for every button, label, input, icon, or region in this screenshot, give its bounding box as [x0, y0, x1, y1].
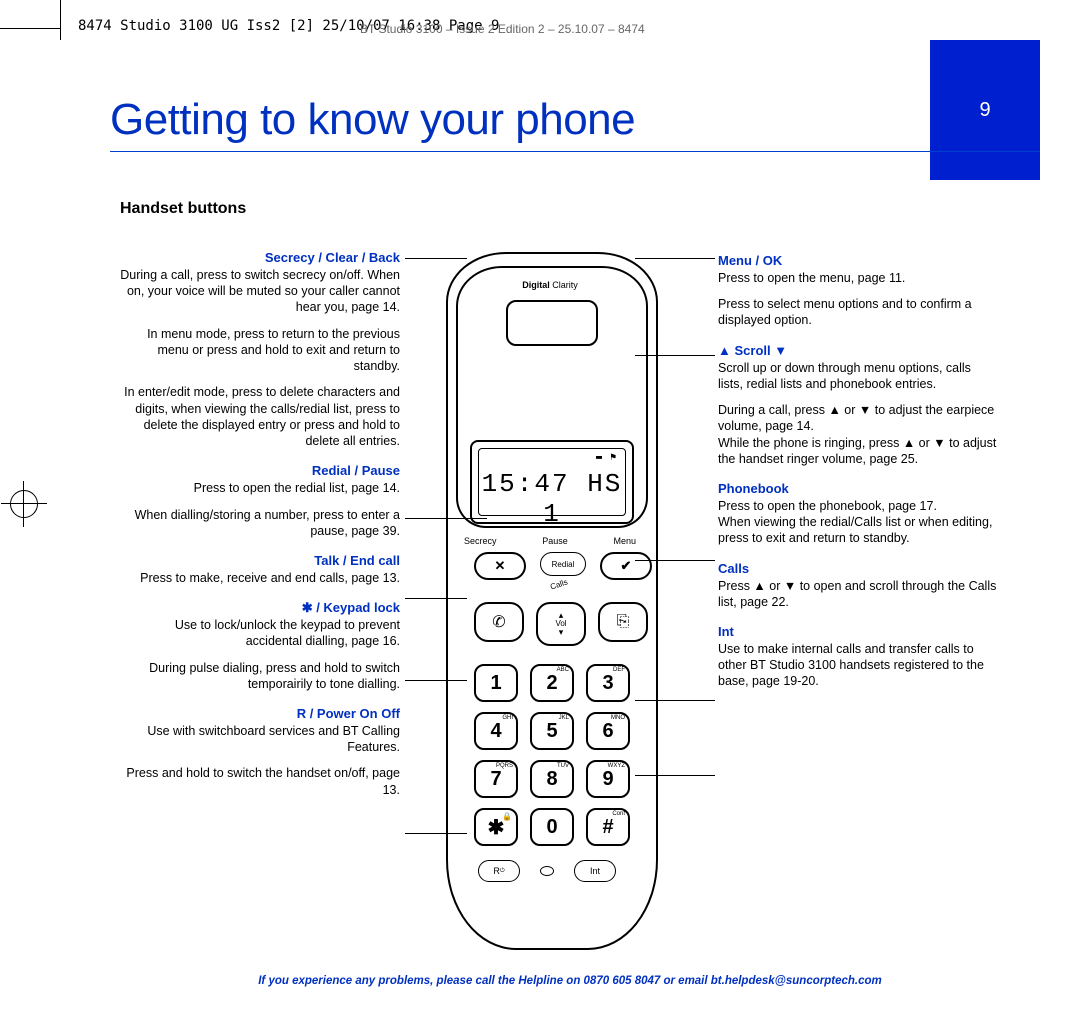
talk-heading: Talk / End call [314, 553, 400, 568]
scroll-text-1: Scroll up or down through menu options, … [718, 361, 971, 391]
phonebook-heading: Phonebook [718, 481, 789, 496]
int-heading: Int [718, 624, 734, 639]
menu-heading: Menu / OK [718, 253, 782, 268]
phonebook-text-2: When viewing the redial/Calls list or wh… [718, 515, 992, 545]
footer-helpline: If you experience any problems, please c… [120, 975, 1020, 987]
screen: ▬ ⚑ 15:47 HS 1 [470, 440, 634, 524]
soft-label-right: Menu [613, 536, 636, 546]
right-column: Menu / OK Press to open the menu, page 1… [718, 253, 998, 704]
keypad-text-2: During pulse dialing, press and hold to … [149, 661, 400, 691]
redial-text-1: Press to open the redial list, page 14. [194, 481, 400, 495]
key-hash[interactable]: #Conf [586, 808, 630, 846]
left-column: Secrecy / Clear / Back During a call, pr… [120, 250, 400, 812]
int-text-1: Use to make internal calls and transfer … [718, 642, 984, 689]
calls-heading: Calls [718, 561, 749, 576]
scroll-text-3: While the phone is ringing, press ▲ or ▼… [718, 436, 996, 466]
menu-text-2: Press to select menu options and to conf… [718, 297, 972, 327]
page-title: Getting to know your phone [110, 95, 635, 145]
keypad-heading: ✱ / Keypad lock [302, 600, 400, 615]
calls-text-1: Press ▲ or ▼ to open and scroll through … [718, 579, 996, 609]
print-header-2: BT Studio 3100 – Issue 2 Edition 2 – 25.… [360, 22, 645, 36]
key-3[interactable]: 3DEF [586, 664, 630, 702]
phonebook-button[interactable]: ⎘ [598, 602, 648, 642]
screen-text: 15:47 HS 1 [479, 469, 625, 529]
redial-heading: Redial / Pause [312, 463, 400, 478]
handset-brand: Digital Clarity [434, 280, 666, 290]
talk-text-1: Press to make, receive and end calls, pa… [140, 571, 400, 585]
power-text-2: Press and hold to switch the handset on/… [126, 766, 400, 796]
scroll-text-2: During a call, press ▲ or ▼ to adjust th… [718, 403, 994, 433]
secrecy-heading: Secrecy / Clear / Back [265, 250, 400, 265]
soft-label-center: Pause [542, 536, 568, 546]
key-9[interactable]: 9WXYZ [586, 760, 630, 798]
power-text-1: Use with switchboard services and BT Cal… [147, 724, 400, 754]
key-1[interactable]: 1 [474, 664, 518, 702]
soft-label-left: Secrecy [464, 536, 497, 546]
menu-text-1: Press to open the menu, page 11. [718, 271, 905, 285]
talk-button[interactable]: ✆ [474, 602, 524, 642]
secrecy-button[interactable]: ✕ [474, 552, 526, 580]
redial-text-2: When dialling/storing a number, press to… [135, 508, 400, 538]
mic-icon [540, 866, 554, 876]
key-8[interactable]: 8TUV [530, 760, 574, 798]
redial-button[interactable]: Redial [540, 552, 586, 576]
power-heading: R / Power On Off [297, 706, 400, 721]
secrecy-text-3: In enter/edit mode, press to delete char… [124, 385, 400, 448]
key-5[interactable]: 5JKL [530, 712, 574, 750]
int-button[interactable]: Int [574, 860, 616, 882]
section-subtitle: Handset buttons [120, 200, 246, 218]
key-4[interactable]: 4GHI [474, 712, 518, 750]
phonebook-text-1: Press to open the phonebook, page 17. [718, 499, 937, 513]
key-0[interactable]: 0 [530, 808, 574, 846]
vol-button[interactable]: ▴ Vol ▾ [536, 602, 586, 646]
earpiece [506, 300, 598, 346]
key-star[interactable]: ✱🔒 [474, 808, 518, 846]
keypad: 1 2ABC 3DEF 4GHI 5JKL 6MNO 7PQRS 8TUV 9W… [474, 664, 630, 856]
keypad-text-1: Use to lock/unlock the keypad to prevent… [175, 618, 400, 648]
key-2[interactable]: 2ABC [530, 664, 574, 702]
secrecy-text-2: In menu mode, press to return to the pre… [147, 327, 400, 374]
r-button[interactable]: R ⏻ [478, 860, 520, 882]
title-row: Getting to know your phone [110, 95, 1040, 152]
key-7[interactable]: 7PQRS [474, 760, 518, 798]
menu-button[interactable]: ✔ [600, 552, 652, 580]
screen-icons: ▬ ⚑ [596, 452, 617, 463]
key-6[interactable]: 6MNO [586, 712, 630, 750]
secrecy-text-1: During a call, press to switch secrecy o… [120, 268, 400, 315]
scroll-heading: ▲ Scroll ▼ [718, 343, 787, 358]
handset-diagram: Digital Clarity ▬ ⚑ 15:47 HS 1 Secrecy P… [434, 252, 666, 952]
